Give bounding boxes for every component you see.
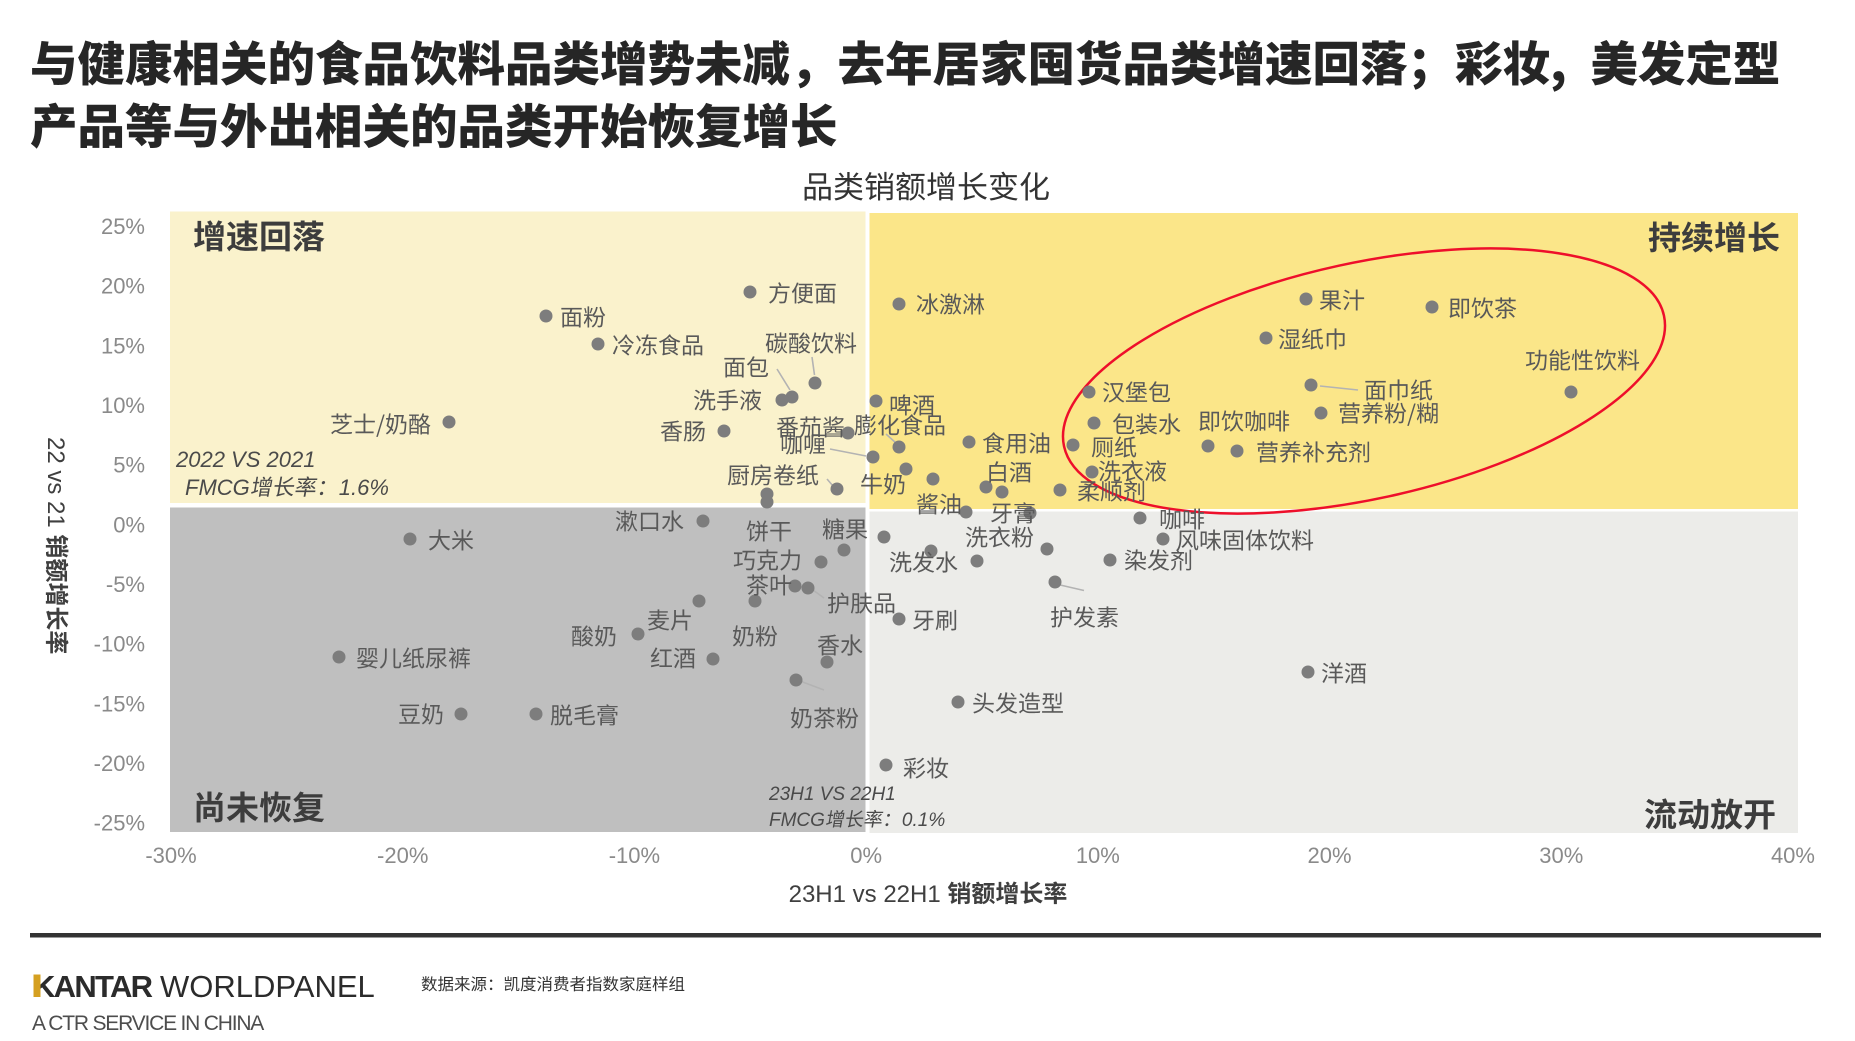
svg-text:A CTR SERVICE IN CHINA: A CTR SERVICE IN CHINA bbox=[32, 1012, 264, 1035]
svg-text:-20%: -20% bbox=[377, 843, 428, 868]
svg-text:10%: 10% bbox=[101, 393, 145, 418]
svg-text:-30%: -30% bbox=[145, 843, 196, 868]
svg-text:0.1%: 0.1% bbox=[902, 810, 945, 831]
svg-text:23H1 VS 22H1: 23H1 VS 22H1 bbox=[768, 784, 896, 805]
svg-text:30%: 30% bbox=[1539, 843, 1583, 868]
svg-text:40%: 40% bbox=[1771, 843, 1815, 868]
svg-text:FMCG: FMCG bbox=[769, 810, 825, 831]
svg-text:5%: 5% bbox=[113, 453, 145, 478]
svg-text:-5%: -5% bbox=[106, 572, 145, 597]
svg-text:-20%: -20% bbox=[94, 751, 145, 776]
svg-text:25%: 25% bbox=[101, 214, 145, 239]
svg-text:2022 VS 2021: 2022 VS 2021 bbox=[175, 447, 315, 472]
svg-text:FMCG: FMCG bbox=[185, 475, 250, 500]
svg-text:-25%: -25% bbox=[94, 811, 145, 836]
svg-text:KANTAR: KANTAR bbox=[33, 969, 153, 1004]
svg-text:-15%: -15% bbox=[94, 691, 145, 716]
svg-text:1.6%: 1.6% bbox=[339, 475, 389, 500]
svg-text:0%: 0% bbox=[850, 843, 882, 868]
svg-text:20%: 20% bbox=[101, 274, 145, 299]
svg-text:22 vs 21: 22 vs 21 bbox=[42, 437, 69, 528]
svg-text:-10%: -10% bbox=[609, 843, 660, 868]
svg-text:10%: 10% bbox=[1076, 843, 1120, 868]
svg-text:0%: 0% bbox=[113, 512, 145, 537]
svg-text:15%: 15% bbox=[101, 333, 145, 358]
svg-text:23H1 vs 22H1: 23H1 vs 22H1 bbox=[789, 881, 941, 908]
svg-text:WORLDPANEL: WORLDPANEL bbox=[160, 969, 375, 1004]
svg-text:20%: 20% bbox=[1308, 843, 1352, 868]
svg-text:-10%: -10% bbox=[94, 632, 145, 657]
